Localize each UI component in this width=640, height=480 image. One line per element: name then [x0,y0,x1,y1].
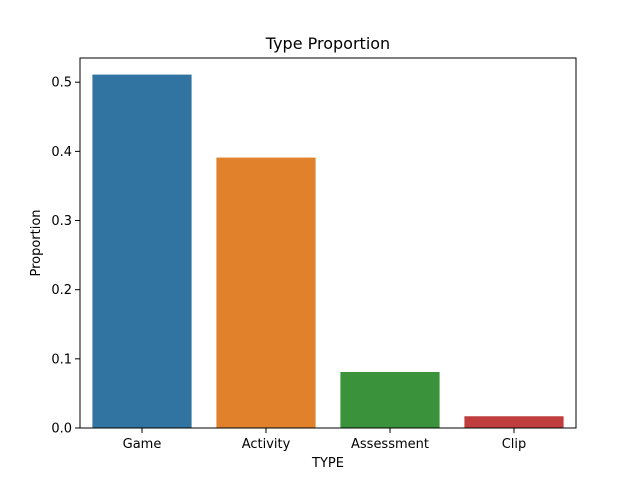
y-axis: 0.0 0.1 0.2 0.3 0.4 0.5 [51,76,80,437]
x-axis-label: TYPE [311,456,344,471]
plot-frame [79,57,577,429]
x-tick-label: Clip [502,437,527,452]
y-tick-label: 0.3 [51,214,72,229]
y-tick-label: 0.4 [51,145,72,160]
bars [92,74,564,428]
y-tick-label: 0.2 [51,283,72,298]
y-tick-label: 0.0 [51,422,72,437]
x-axis: Game Activity Assessment Clip [123,428,527,452]
x-tick-label: Activity [242,437,291,452]
y-tick-label: 0.1 [51,352,72,367]
chart-title: Type Proportion [265,34,390,53]
x-tick-label: Game [123,437,162,452]
bar-game [92,74,192,428]
x-tick-label: Assessment [351,437,429,452]
y-tick-label: 0.5 [51,76,72,91]
y-axis-label: Proportion [29,209,44,276]
bar-activity [216,157,316,428]
bar-assessment [340,371,440,428]
bar-clip [464,416,564,428]
